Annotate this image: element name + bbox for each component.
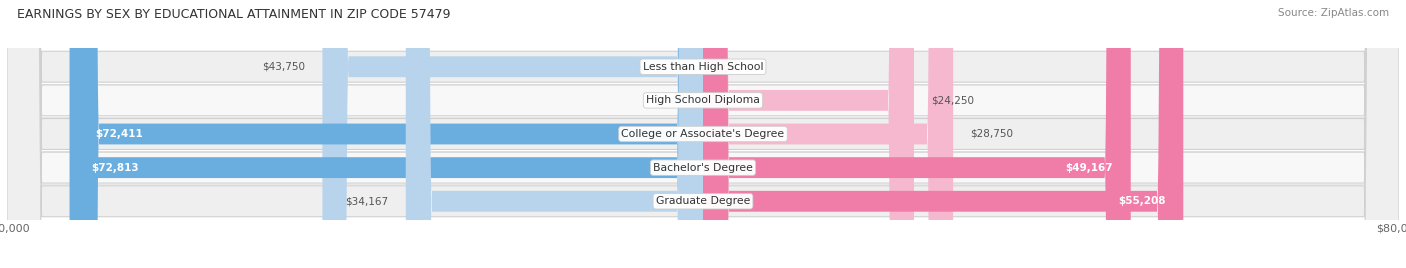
Text: Graduate Degree: Graduate Degree: [655, 196, 751, 206]
FancyBboxPatch shape: [703, 0, 1130, 268]
Text: College or Associate's Degree: College or Associate's Degree: [621, 129, 785, 139]
Text: Less than High School: Less than High School: [643, 62, 763, 72]
Text: $72,813: $72,813: [91, 163, 139, 173]
Text: $55,208: $55,208: [1118, 196, 1166, 206]
Text: $0: $0: [724, 62, 738, 72]
FancyBboxPatch shape: [7, 0, 1399, 268]
FancyBboxPatch shape: [703, 0, 914, 268]
Text: $24,250: $24,250: [931, 95, 974, 105]
FancyBboxPatch shape: [703, 0, 953, 268]
FancyBboxPatch shape: [69, 0, 703, 268]
Text: $49,167: $49,167: [1066, 163, 1114, 173]
FancyBboxPatch shape: [7, 0, 1399, 268]
Text: $0: $0: [668, 95, 682, 105]
FancyBboxPatch shape: [322, 0, 703, 268]
FancyBboxPatch shape: [73, 0, 703, 268]
Text: Bachelor's Degree: Bachelor's Degree: [652, 163, 754, 173]
FancyBboxPatch shape: [7, 0, 1399, 268]
Text: High School Diploma: High School Diploma: [647, 95, 759, 105]
FancyBboxPatch shape: [7, 0, 1399, 268]
FancyBboxPatch shape: [7, 0, 1399, 268]
FancyBboxPatch shape: [703, 0, 1184, 268]
FancyBboxPatch shape: [406, 0, 703, 268]
Text: $34,167: $34,167: [346, 196, 388, 206]
Text: Source: ZipAtlas.com: Source: ZipAtlas.com: [1278, 8, 1389, 18]
Text: $28,750: $28,750: [970, 129, 1014, 139]
Text: EARNINGS BY SEX BY EDUCATIONAL ATTAINMENT IN ZIP CODE 57479: EARNINGS BY SEX BY EDUCATIONAL ATTAINMEN…: [17, 8, 450, 21]
Text: $72,411: $72,411: [94, 129, 142, 139]
Text: $43,750: $43,750: [262, 62, 305, 72]
